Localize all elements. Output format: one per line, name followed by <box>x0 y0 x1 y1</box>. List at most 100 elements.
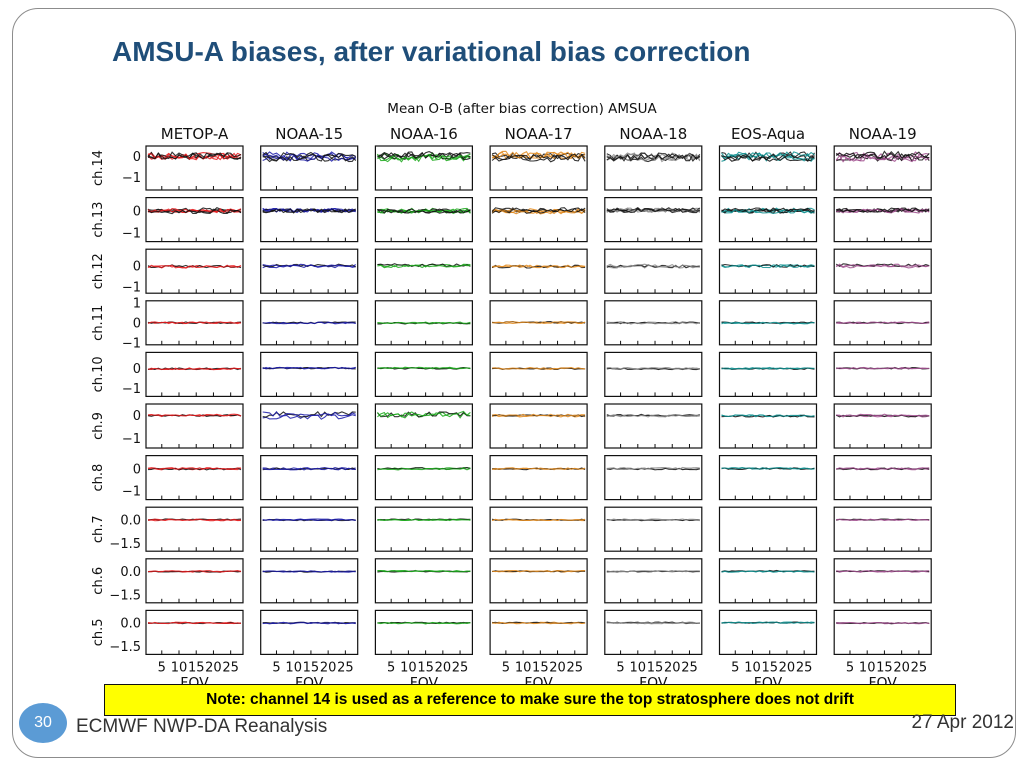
series-line-noaa-17-ch5 <box>492 622 586 625</box>
x-tick-label: 15 <box>761 660 778 675</box>
series-line-noaa-15-ch9 <box>262 413 356 420</box>
panel-noaa-17-ch8 <box>489 455 588 501</box>
y-tick-label: 0 <box>133 150 141 165</box>
note-box: Note: channel 14 is used as a reference … <box>104 684 956 716</box>
x-tick-label: 25 <box>796 660 813 675</box>
y-tick-label: −1 <box>122 226 141 241</box>
panel-noaa-15-ch9 <box>260 403 359 449</box>
x-tick-label: 20 <box>893 660 910 675</box>
panel-noaa-16-ch8 <box>374 455 473 501</box>
x-tick-label: 5 <box>731 660 739 675</box>
series-line-noaa-19-ch11 <box>836 321 930 324</box>
panel-metop-a-ch12 <box>145 248 244 294</box>
panel-metop-a-ch13 <box>145 197 244 243</box>
x-tick-label: 5 <box>846 660 854 675</box>
series-line-eos-aqua-ch11 <box>721 321 815 325</box>
panel-noaa-19-ch9 <box>833 403 932 449</box>
panel-noaa-19-ch5 <box>833 609 932 656</box>
series-line-noaa-18-ch11 <box>606 321 700 324</box>
panel-noaa-17-ch5 <box>489 609 588 656</box>
series-line-noaa-15-ch13 <box>262 208 356 214</box>
series-line-metop-a-ch5 <box>147 621 242 625</box>
x-tick-label: 25 <box>452 660 469 675</box>
series-line-noaa-17-ch14 <box>491 151 586 160</box>
series-line-noaa-19-ch14 <box>835 154 930 163</box>
panel-metop-a-ch6 <box>145 558 244 604</box>
satellite-title-noaa-17: NOAA-17 <box>505 125 573 143</box>
panel-eos-aqua-ch13 <box>718 197 818 243</box>
series-line-metop-a-ch14 <box>147 151 242 160</box>
panel-noaa-18-ch10 <box>604 351 703 397</box>
series-line-noaa-19-ch7 <box>836 518 930 521</box>
series-line-noaa-19-ch10 <box>836 367 930 370</box>
y-tick-label: −1 <box>122 432 141 447</box>
channel-label-ch13: ch.13 <box>91 202 106 238</box>
x-tick-label: 5 <box>158 660 166 675</box>
series-line-metop-a-ch9 <box>147 413 242 417</box>
x-tick-label: 10 <box>515 660 532 675</box>
panel-eos-aqua-ch9 <box>718 403 818 449</box>
series-line-noaa-19-ch9 <box>836 413 930 417</box>
y-tick-label: 0.0 <box>120 513 141 528</box>
x-tick-label: 20 <box>205 660 222 675</box>
panel-noaa-16-ch10 <box>374 351 473 397</box>
series-line-eos-aqua-ch10 <box>721 367 815 370</box>
satellite-title-eos-aqua: EOS-Aqua <box>731 125 805 143</box>
series-line-noaa-19-ch9 <box>835 414 930 418</box>
y-tick-label: −1.5 <box>109 537 141 552</box>
series-line-noaa-15-ch8 <box>262 467 356 471</box>
panel-noaa-15-ch5 <box>260 609 359 656</box>
series-line-metop-a-ch10 <box>147 367 242 371</box>
panel-noaa-18-ch12 <box>604 248 703 294</box>
y-tick-label: −1 <box>122 336 141 351</box>
panel-noaa-18-ch13 <box>604 197 703 243</box>
channel-label-ch9: ch.9 <box>91 412 106 440</box>
page-number-badge: 30 <box>19 703 67 743</box>
series-line-noaa-16-ch6 <box>377 570 471 573</box>
x-tick-label: 25 <box>566 660 583 675</box>
panel-noaa-16-ch13 <box>374 197 473 243</box>
channel-label-ch14: ch.14 <box>91 150 106 186</box>
y-tick-label: 0 <box>133 316 141 331</box>
panel-eos-aqua-ch5 <box>718 609 818 656</box>
y-tick-label: 0 <box>133 259 141 274</box>
panel-noaa-18-ch5 <box>604 609 703 656</box>
series-line-noaa-18-ch9 <box>606 414 700 418</box>
satellite-title-noaa-18: NOAA-18 <box>619 125 687 143</box>
slide-frame <box>12 8 1016 758</box>
series-line-noaa-18-ch10 <box>606 366 700 370</box>
series-line-noaa-16-ch7 <box>377 518 471 522</box>
series-line-noaa-17-ch8 <box>491 467 586 470</box>
series-line-eos-aqua-ch14 <box>721 153 815 162</box>
y-tick-label: −1 <box>122 382 141 397</box>
series-line-noaa-17-ch13 <box>491 207 586 213</box>
panel-metop-a-ch10 <box>145 351 244 397</box>
x-tick-label: 15 <box>876 660 893 675</box>
series-line-noaa-16-ch13 <box>377 208 471 214</box>
footer-date: 27 Apr 2012 <box>911 712 1014 733</box>
series-line-noaa-16-ch14 <box>377 151 471 159</box>
series-line-noaa-18-ch12 <box>606 264 700 269</box>
series-line-noaa-15-ch6 <box>262 570 356 573</box>
slide-title: AMSU-A biases, after variational bias co… <box>112 36 751 67</box>
panel-noaa-16-ch9 <box>374 403 473 449</box>
series-line-noaa-17-ch7 <box>491 518 586 522</box>
panel-noaa-16-ch7 <box>374 506 473 552</box>
panel-eos-aqua-ch7 <box>718 506 818 552</box>
chart-title: Mean O-B (after bias correction) AMSUA <box>387 101 657 117</box>
x-tick-label: 10 <box>285 660 302 675</box>
series-line-noaa-19-ch6 <box>836 570 930 573</box>
series-line-metop-a-ch7 <box>147 518 242 521</box>
series-line-noaa-16-ch12 <box>377 263 471 268</box>
panel-noaa-19-ch8 <box>833 455 932 501</box>
y-tick-label: −1 <box>122 280 141 295</box>
panel-eos-aqua-ch6 <box>718 558 818 604</box>
x-tick-label: 25 <box>222 660 239 675</box>
series-line-metop-a-ch14 <box>147 152 242 160</box>
series-line-metop-a-ch6 <box>147 570 242 573</box>
series-line-noaa-16-ch12 <box>377 264 471 269</box>
panel-noaa-17-ch10 <box>489 351 588 397</box>
y-tick-label: 1 <box>133 296 141 311</box>
x-tick-label: 5 <box>272 660 280 675</box>
panel-noaa-19-ch13 <box>833 197 932 243</box>
